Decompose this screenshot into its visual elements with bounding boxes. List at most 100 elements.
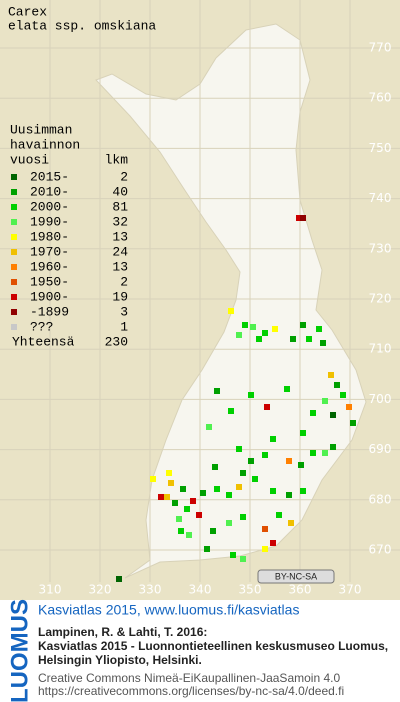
license-text: https://creativecommons.org/licenses/by-…: [38, 684, 344, 698]
observation: [322, 398, 328, 404]
observation: [262, 546, 268, 552]
observation: [248, 392, 254, 398]
legend-count: 32: [112, 214, 128, 229]
observation: [228, 408, 234, 414]
observation: [210, 528, 216, 534]
observation: [286, 458, 292, 464]
grid-label: 710: [369, 342, 392, 356]
legend-swatch: [11, 249, 17, 255]
observation: [172, 500, 178, 506]
observation: [330, 444, 336, 450]
observation: [166, 470, 172, 476]
legend-label: 1950-: [30, 274, 69, 289]
grid-label: 720: [369, 292, 392, 306]
grid-label: 740: [369, 191, 392, 205]
observation: [276, 512, 282, 518]
grid-label: 350: [239, 583, 262, 597]
observation: [300, 488, 306, 494]
observation: [178, 528, 184, 534]
legend-label: 2010-: [30, 184, 69, 199]
observation: [286, 492, 292, 498]
observation: [252, 476, 258, 482]
legend-count: 19: [112, 289, 128, 304]
observation: [334, 382, 340, 388]
observation: [214, 486, 220, 492]
legend-label: 1900-: [30, 289, 69, 304]
legend-count: 2: [120, 169, 128, 184]
legend-label: 1990-: [30, 214, 69, 229]
species-title: elata ssp. omskiana: [8, 18, 156, 33]
observation: [298, 462, 304, 468]
grid-label: 690: [369, 442, 392, 456]
legend-heading: Uusimman: [10, 122, 72, 137]
grid-label: 310: [39, 583, 62, 597]
observation: [316, 326, 322, 332]
observation: [196, 512, 202, 518]
observation: [180, 486, 186, 492]
total-count: 230: [105, 334, 128, 349]
legend-count: 81: [112, 199, 128, 214]
observation: [184, 506, 190, 512]
legend-swatch: [11, 309, 17, 315]
grid-label: 730: [369, 241, 392, 255]
legend-swatch: [11, 279, 17, 285]
observation: [230, 552, 236, 558]
legend-heading: lkm: [105, 152, 129, 167]
observation: [226, 520, 232, 526]
observation: [190, 498, 196, 504]
observation: [310, 450, 316, 456]
observation: [168, 480, 174, 486]
grid-label: 700: [369, 392, 392, 406]
grid-label: 330: [139, 583, 162, 597]
legend-label: 2015-: [30, 169, 69, 184]
observation: [340, 392, 346, 398]
grid-label: 750: [369, 141, 392, 155]
observation: [350, 420, 356, 426]
observation: [176, 516, 182, 522]
legend-swatch: [11, 264, 17, 270]
license-badge: [257, 569, 335, 584]
observation: [236, 332, 242, 338]
legend-swatch: [11, 204, 17, 210]
grid-label: 360: [289, 583, 312, 597]
observation: [186, 532, 192, 538]
grid-label: 680: [369, 492, 392, 506]
legend-swatch: [11, 189, 17, 195]
legend-count: 1: [120, 319, 128, 334]
observation: [346, 404, 352, 410]
observation: [150, 476, 156, 482]
observation: [300, 215, 306, 221]
brand: LUOMUS: [6, 599, 33, 702]
observation: [240, 470, 246, 476]
finland-outline: [95, 23, 367, 579]
legend-count: 13: [112, 229, 128, 244]
observation: [236, 446, 242, 452]
observation: [242, 322, 248, 328]
citation: Lampinen, R. & Lahti, T. 2016:: [38, 625, 207, 639]
observation: [288, 520, 294, 526]
observation: [310, 410, 316, 416]
observation: [164, 494, 170, 500]
legend-count: 3: [120, 304, 128, 319]
legend-count: 2: [120, 274, 128, 289]
observation: [290, 336, 296, 342]
citation: Helsingin Yliopisto, Helsinki.: [38, 653, 202, 667]
observation: [248, 458, 254, 464]
legend-swatch: [11, 219, 17, 225]
observation: [300, 430, 306, 436]
observation: [300, 322, 306, 328]
observation: [116, 576, 122, 582]
footer-bg: [0, 600, 400, 702]
legend-label: ???: [30, 319, 53, 334]
legend-label: 1960-: [30, 259, 69, 274]
observation: [228, 308, 234, 314]
observation: [226, 492, 232, 498]
legend-heading: vuosi: [10, 152, 49, 167]
observation: [212, 464, 218, 470]
observation: [296, 215, 302, 221]
grid-label: 760: [369, 91, 392, 105]
legend-swatch: [11, 234, 17, 240]
observation: [262, 452, 268, 458]
total-label: Yhteensä: [12, 334, 75, 349]
license-badge-text: BY-NC-SA: [275, 571, 317, 581]
